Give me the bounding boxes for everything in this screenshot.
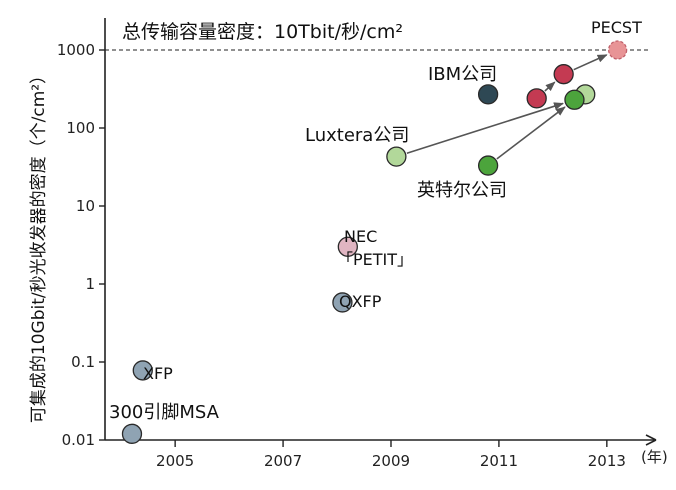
x-tick-label: 2009 [372, 452, 410, 470]
label-ibm: IBM公司 [428, 64, 497, 85]
label-pecst: PECST [591, 18, 642, 37]
y-axis-label: 可集成的10Gbit/秒光收发器的密度（个/cm²） [29, 67, 49, 423]
y-tick-label: 1 [85, 275, 95, 293]
trend-arrow [573, 54, 608, 71]
data-point [332, 292, 353, 313]
y-tick-label: 100 [66, 119, 95, 137]
x-axis-unit-label: (年) [641, 448, 668, 466]
x-tick-label: 2011 [480, 452, 518, 470]
trend-arrow [406, 102, 564, 155]
y-tick-label: 0.01 [62, 431, 95, 449]
y-tick-label: 0.1 [71, 353, 95, 371]
label-nec: NEC [344, 227, 377, 246]
trend-arrow [544, 81, 556, 92]
label-intel: 英特尔公司 [417, 180, 507, 201]
data-point [564, 89, 585, 110]
data-point [477, 84, 499, 105]
label-petit: 「PETIT」 [337, 250, 413, 269]
x-tick-label: 2007 [264, 452, 302, 470]
data-point [553, 64, 574, 85]
label-luxtera: Luxtera公司 [305, 125, 409, 146]
x-axis-arrowhead [645, 434, 657, 446]
x-tick-label: 2005 [156, 452, 194, 470]
data-point [607, 40, 628, 60]
trend-arrow [496, 106, 566, 160]
x-tick-label: 2013 [588, 452, 626, 470]
data-point [386, 146, 407, 167]
y-tick-label: 1000 [57, 41, 95, 59]
chart-title: 总传输容量密度：10Tbit/秒/cm² [122, 21, 403, 43]
data-point [337, 236, 358, 257]
data-point [121, 423, 143, 444]
data-point [132, 360, 153, 381]
label-xfp: XFP [143, 364, 173, 383]
label-300pin-msa: 300引脚MSA [109, 402, 220, 423]
data-point [526, 88, 547, 109]
label-qxfp: QXFP [339, 292, 382, 311]
data-point [477, 155, 499, 176]
y-tick-label: 10 [76, 197, 95, 215]
